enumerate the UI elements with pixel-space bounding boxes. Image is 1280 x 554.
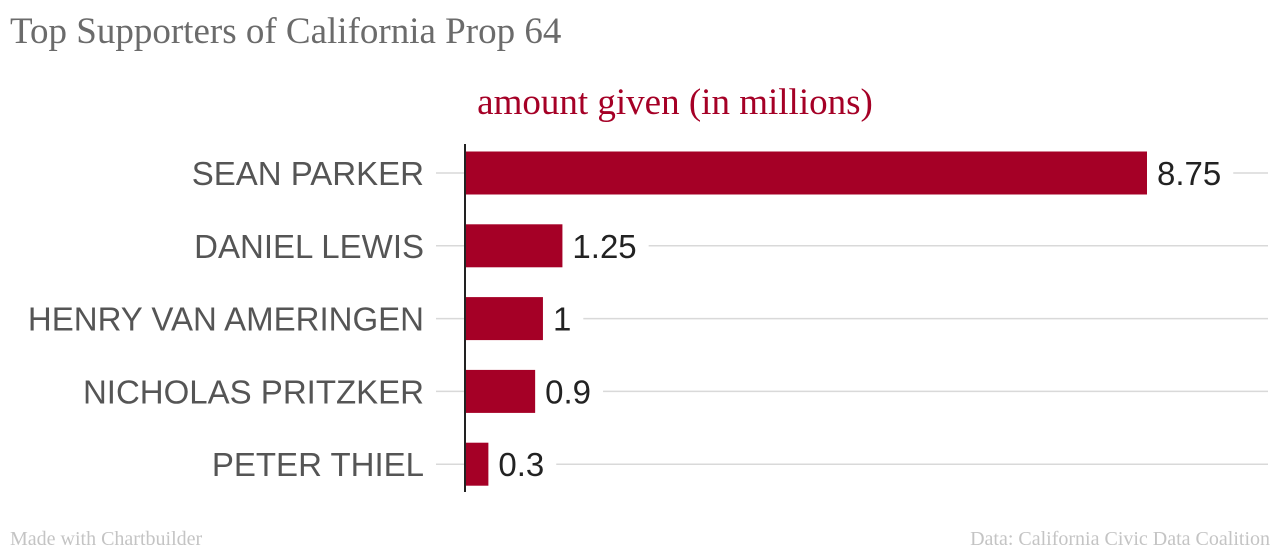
footer-credit: Made with Chartbuilder — [10, 528, 203, 550]
value-label: 1.25 — [572, 228, 636, 265]
chart-title: Top Supporters of California Prop 64 — [10, 11, 562, 52]
footer-source: Data: California Civic Data Coalition — [970, 528, 1270, 550]
bar — [465, 224, 563, 268]
category-label: DANIEL LEWIS — [194, 228, 424, 265]
value-label: 8.75 — [1157, 155, 1221, 192]
category-label: PETER THIEL — [212, 446, 424, 483]
bar — [465, 297, 543, 341]
value-label: 1 — [553, 301, 571, 338]
category-labels: SEAN PARKER DANIEL LEWIS HENRY VAN AMERING… — [28, 155, 424, 483]
category-label: HENRY VAN AMERINGEN — [28, 301, 424, 338]
bars — [465, 151, 1147, 486]
bar — [465, 151, 1147, 195]
category-label: NICHOLAS PRITZKER — [83, 373, 424, 410]
value-label: 0.3 — [498, 446, 544, 483]
category-label: SEAN PARKER — [192, 155, 424, 192]
value-label: 0.9 — [545, 373, 591, 410]
value-labels: 8.75 1.251 0.90.3 — [498, 155, 1221, 483]
bar — [465, 442, 489, 486]
gridlines — [436, 172, 1268, 465]
bar — [465, 369, 536, 413]
series-title: amount given (in millions) — [477, 82, 873, 123]
